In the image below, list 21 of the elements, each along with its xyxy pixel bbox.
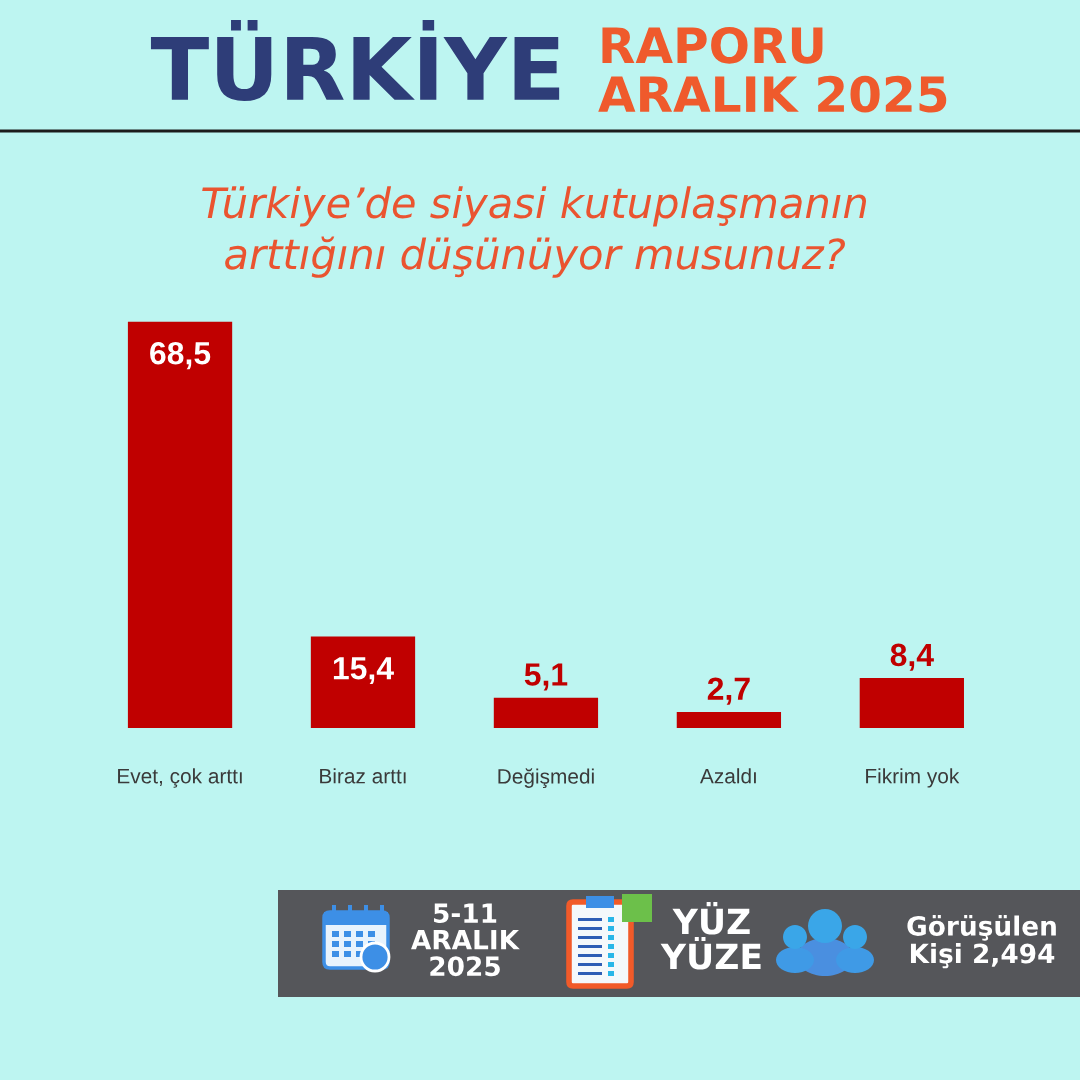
- bar: [310, 636, 416, 728]
- bar: [859, 678, 964, 728]
- text: 5-11 ARALIK 2025: [411, 903, 520, 977]
- x-tick-label: Azaldı: [699, 768, 756, 784]
- x-tick-label: Değişmedi: [498, 768, 594, 788]
- x-tick-label: Fikrim yok: [866, 768, 960, 788]
- data-label: 8,4: [890, 643, 934, 671]
- bar: [127, 321, 233, 728]
- text: TÜRKİYE: [150, 20, 560, 101]
- x-tick-label: Biraz arttı: [320, 768, 406, 784]
- data-label: 15,4: [333, 657, 394, 685]
- text: YÜZ YÜZE: [660, 902, 761, 970]
- chart-title: Türkiye’de siyasi kutuplaşmanın arttığını düşünüyor musunuz?: [202, 186, 867, 278]
- text: Görüşülen Kişi 2,494: [907, 915, 1056, 969]
- text: RAPORU ARALIK 2025: [598, 26, 947, 113]
- data-label: 68,5: [150, 341, 211, 370]
- data-label: 2,7: [707, 677, 750, 705]
- data-label: 5,1: [524, 663, 568, 691]
- bar: [676, 711, 782, 728]
- x-tick-label: Evet, çok arttı: [118, 768, 242, 788]
- bar: [493, 697, 599, 728]
